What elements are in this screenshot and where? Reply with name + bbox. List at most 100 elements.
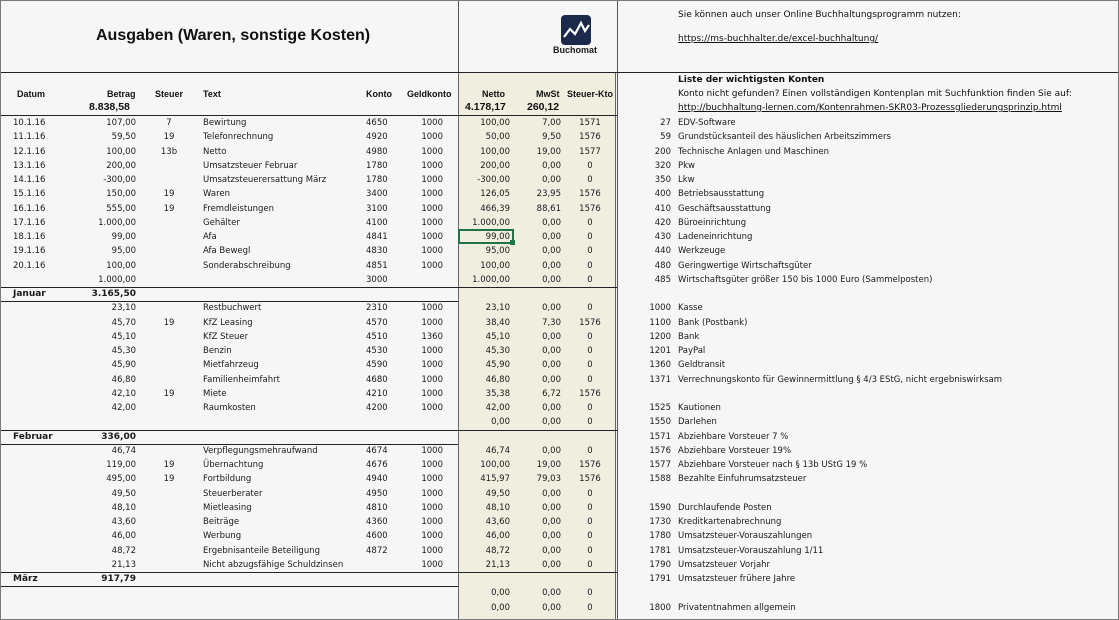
cell-konto[interactable]: 3000	[366, 274, 388, 285]
table-row[interactable]: 45,90 Mietfahrzeug 4590 1000 45,90 0,00 0 1360 G…	[1, 358, 1118, 372]
cell-konto[interactable]: 4841	[366, 232, 388, 242]
table-row[interactable]: 48,10 Mietleasing 4810 1000 48,10 0,00 0 1590 Du…	[1, 501, 1118, 515]
account-name[interactable]: Pkw	[678, 160, 695, 171]
cell-date[interactable]	[13, 344, 68, 358]
account-name[interactable]: Lkw	[678, 175, 695, 185]
cell-steuer-kto[interactable]: 1576	[579, 474, 601, 485]
cell-mwst[interactable]: 0,00	[542, 160, 561, 171]
cell-text[interactable]: Afa	[203, 232, 217, 242]
cell-date[interactable]: 14.1.16	[13, 175, 46, 185]
cell-amount[interactable]: 495,00	[106, 474, 136, 485]
cell-konto[interactable]: 1780	[366, 175, 388, 185]
cell-tax[interactable]	[154, 173, 184, 187]
cell-steuer-kto[interactable]: 0	[587, 517, 593, 527]
cell-geldkonto[interactable]: 1000	[421, 175, 443, 185]
table-row[interactable]: 19.1.16 95,00 Afa Bewegl 4830 1000 95,00 0,00 0…	[1, 244, 1118, 258]
cell-geldkonto[interactable]: 1000	[421, 317, 443, 328]
table-row[interactable]: 42,10 19 Miete 4210 1000 35,38 6,72 1576	[1, 387, 1118, 401]
cell-geldkonto[interactable]: 1000	[421, 445, 443, 456]
cell-tax[interactable]	[154, 558, 184, 572]
table-row[interactable]: 16.1.16 555,00 19 Fremdleistungen 3100 1000 46…	[1, 202, 1118, 216]
cell-amount[interactable]: -300,00	[103, 175, 136, 185]
cell-steuer-kto[interactable]: 0	[587, 232, 593, 242]
cell-geldkonto[interactable]: 1000	[421, 474, 443, 485]
konten-link[interactable]: http://buchhaltung-lernen.com/Kontenrahm…	[678, 103, 1062, 113]
cell-tax[interactable]	[154, 544, 184, 558]
cell-netto[interactable]: 100,00	[480, 460, 510, 470]
cell-geldkonto[interactable]: 1000	[421, 146, 443, 157]
cell-geldkonto[interactable]: 1000	[421, 388, 443, 399]
cell-geldkonto[interactable]: 1000	[421, 260, 443, 271]
cell-konto[interactable]: 3400	[366, 189, 388, 200]
cell-mwst[interactable]: 6,72	[542, 388, 561, 399]
cell-steuer-kto[interactable]: 0	[587, 360, 593, 371]
cell-mwst[interactable]: 0,00	[542, 559, 561, 570]
cell-tax[interactable]: 7	[166, 118, 172, 128]
cell-konto[interactable]	[366, 287, 396, 301]
cell-date[interactable]	[13, 358, 68, 372]
cell-netto[interactable]	[464, 287, 510, 301]
account-number[interactable]: 1577	[649, 460, 671, 470]
table-row[interactable]: 49,50 Steuerberater 4950 1000 49,50 0,00 0	[1, 487, 1118, 501]
account-number[interactable]: 1590	[649, 502, 671, 513]
cell-text[interactable]: Verpflegungsmehraufwand	[203, 445, 318, 456]
account-number[interactable]	[623, 586, 671, 600]
cell-date[interactable]	[13, 444, 68, 458]
cell-date[interactable]	[13, 316, 68, 330]
cell-mwst[interactable]: 0,00	[542, 331, 561, 342]
cell-steuer-kto[interactable]: 0	[587, 545, 593, 556]
account-number[interactable]: 430	[654, 232, 671, 242]
cell-konto[interactable]: 4650	[366, 118, 388, 128]
cell-amount[interactable]: 1.000,00	[98, 274, 136, 285]
account-number[interactable]	[623, 387, 671, 401]
cell-steuer-kto[interactable]: 1576	[579, 317, 601, 328]
cell-text[interactable]: Restbuchwert	[203, 303, 262, 314]
cell-tax[interactable]	[154, 330, 184, 344]
cell-konto[interactable]: 4510	[366, 331, 388, 342]
cell-steuer-kto[interactable]: 1576	[579, 132, 601, 143]
cell-mwst[interactable]: 9,50	[542, 132, 561, 143]
cell-amount[interactable]: 46,80	[111, 374, 136, 385]
cell-tax[interactable]	[154, 301, 184, 315]
table-row[interactable]: 13.1.16 200,00 Umsatzsteuer Februar 1780 100…	[1, 159, 1118, 173]
cell-amount[interactable]: 1.000,00	[98, 217, 136, 228]
cell-netto[interactable]: 45,90	[485, 360, 510, 371]
cell-netto[interactable]	[464, 430, 510, 444]
cell-steuer-kto[interactable]: 0	[587, 274, 593, 285]
cell-netto[interactable]: 46,00	[485, 531, 510, 542]
account-number[interactable]: 1781	[649, 545, 671, 556]
cell-tax[interactable]	[154, 273, 184, 287]
cell-geldkonto[interactable]: 1000	[421, 460, 443, 470]
cell-text[interactable]: Steuerberater	[203, 488, 263, 499]
account-name[interactable]	[678, 287, 1108, 301]
cell-konto[interactable]	[366, 572, 396, 586]
cell-geldkonto[interactable]: 1000	[421, 517, 443, 527]
cell-date[interactable]	[13, 458, 68, 472]
cell-amount[interactable]: 95,00	[111, 246, 136, 257]
account-name[interactable]: Abziehbare Vorsteuer nach § 13b UStG 19 …	[678, 460, 868, 470]
cell-date[interactable]	[13, 373, 68, 387]
cell-date[interactable]: 15.1.16	[13, 189, 46, 200]
cell-mwst[interactable]: 0,00	[542, 531, 561, 542]
cell-konto[interactable]: 4872	[366, 545, 388, 556]
account-name[interactable]: Umsatzsteuer-Vorauszahlungen	[678, 531, 813, 542]
cell-tax[interactable]	[154, 572, 184, 586]
account-name[interactable]: Geringwertige Wirtschaftsgüter	[678, 260, 812, 271]
cell-text[interactable]: Umsatzsteuer Februar	[203, 160, 298, 171]
cell-geldkonto[interactable]: 1000	[421, 189, 443, 200]
cell-geldkonto[interactable]	[407, 586, 443, 600]
account-number[interactable]: 1730	[649, 517, 671, 527]
table-row[interactable]: 495,00 19 Fortbildung 4940 1000 415,97 79,03 15…	[1, 472, 1118, 486]
cell-konto[interactable]	[366, 430, 396, 444]
cell-text[interactable]: Mietfahrzeug	[203, 360, 259, 371]
account-name[interactable]: Abziehbare Vorsteuer 19%	[678, 445, 792, 456]
account-name[interactable]: Technische Anlagen und Maschinen	[678, 146, 829, 157]
cell-amount[interactable]: 100,00	[106, 146, 136, 157]
account-name[interactable]: Verrechnungskonto für Gewinnermittlung §…	[678, 374, 1003, 385]
account-name[interactable]: Umsatzsteuer frühere Jahre	[678, 574, 796, 584]
cell-geldkonto[interactable]: 1000	[421, 203, 443, 214]
cell-date[interactable]	[13, 558, 68, 572]
cell-mwst[interactable]: 0,00	[542, 360, 561, 371]
cell-netto[interactable]: 1.000,00	[472, 274, 510, 285]
cell-date[interactable]	[13, 301, 68, 315]
